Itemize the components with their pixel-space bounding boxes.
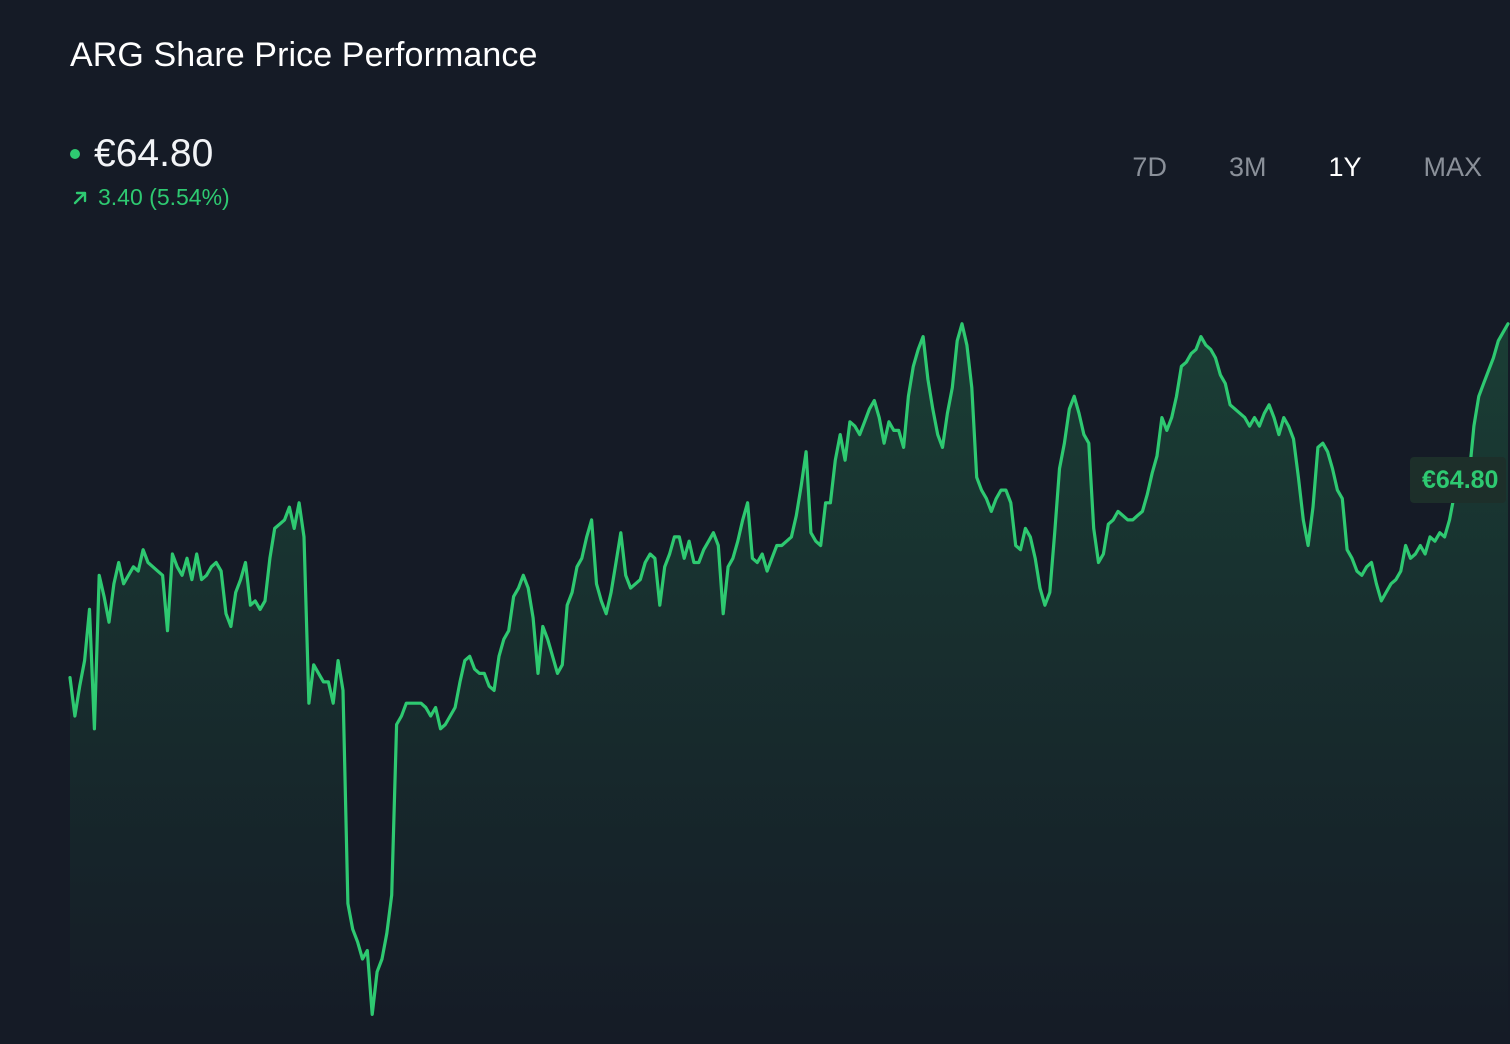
tab-7d[interactable]: 7D bbox=[1132, 152, 1167, 182]
tab-3m[interactable]: 3M bbox=[1228, 152, 1267, 182]
tab-1y[interactable]: 1Y bbox=[1328, 152, 1362, 182]
price-area bbox=[70, 323, 1508, 1040]
price-line bbox=[68, 322, 1510, 1016]
arrow-up-right-icon bbox=[73, 191, 87, 204]
price-row: €64.80 bbox=[70, 128, 230, 180]
page-title: ARG Share Price Performance bbox=[70, 36, 538, 74]
last-price-label: €64.80 bbox=[1410, 457, 1507, 503]
live-dot-icon bbox=[70, 149, 80, 159]
price-change: 3.40 (5.54%) bbox=[70, 184, 230, 211]
price-change-value: 3.40 (5.54%) bbox=[98, 184, 230, 210]
price-summary: €64.80 3.40 (5.54%) bbox=[70, 128, 230, 211]
current-price: €64.80 bbox=[94, 132, 214, 175]
range-tabs: 7D 3M 1Y MAX bbox=[1070, 152, 1482, 183]
tab-max[interactable]: MAX bbox=[1423, 152, 1482, 182]
